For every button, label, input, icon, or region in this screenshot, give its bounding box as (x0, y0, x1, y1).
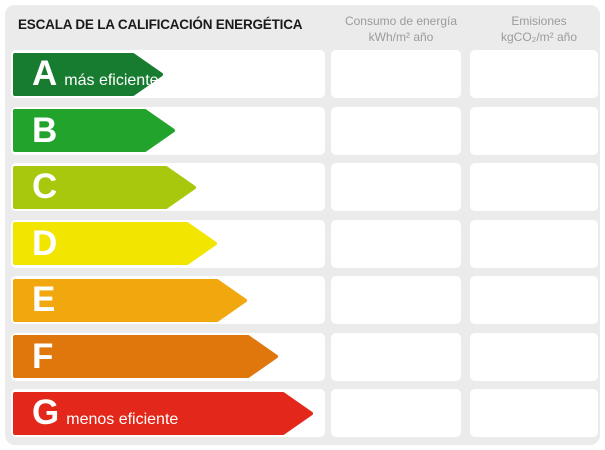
rating-letter: A (32, 54, 58, 93)
column-header-consumo: Consumo de energía kWh/m² año (331, 13, 471, 45)
emisiones-value-box-c (470, 163, 598, 211)
consumo-value-box-c (331, 163, 461, 211)
rating-note: menos eficiente (66, 411, 179, 428)
rating-label: D (32, 221, 64, 267)
rating-arrow-icon-d (13, 222, 217, 265)
emisiones-value-box-e (470, 276, 598, 324)
rating-row-e: E (11, 276, 598, 324)
consumo-value-box-e (331, 276, 461, 324)
rating-label: F (32, 334, 60, 380)
consumo-value-box-f (331, 332, 461, 381)
column-header-emisiones-line1: Emisiones (511, 14, 567, 28)
rating-arrow-icon-f (13, 335, 278, 378)
rating-arrow-icon-b (13, 109, 175, 152)
rating-letter: B (32, 110, 58, 150)
energy-rating-panel: ESCALA DE LA CALIFICACIÓN ENERGÉTICA Con… (5, 5, 600, 445)
consumo-value-box-d (331, 219, 461, 268)
column-header-emisiones: Emisiones kgCO₂/m² año (469, 13, 605, 45)
emisiones-value-box-b (470, 106, 598, 155)
rating-note: más eficiente (64, 72, 159, 89)
rating-letter: D (32, 223, 58, 263)
rating-row-f: F (11, 332, 598, 381)
emisiones-value-box-f (470, 332, 598, 381)
emisiones-value-box-g (470, 389, 598, 437)
rating-arrow-icon-e (13, 278, 247, 322)
page-title: ESCALA DE LA CALIFICACIÓN ENERGÉTICA (18, 17, 303, 32)
column-header-consumo-line1: Consumo de energía (344, 14, 458, 28)
rating-letter: E (32, 280, 56, 319)
rating-label: C (32, 164, 64, 210)
emisiones-value-box-a (470, 50, 598, 98)
rating-row-c: C (11, 163, 598, 211)
rating-scale-cell: F (11, 332, 325, 381)
rating-letter: G (32, 393, 60, 432)
rating-scale-cell: D (11, 219, 325, 268)
column-header-consumo-line2: kWh/m² año (368, 30, 434, 44)
consumo-value-box-g (331, 389, 461, 437)
rating-arrow-icon-c (13, 165, 196, 209)
column-header-emisiones-line2: kgCO₂/m² año (500, 30, 577, 44)
rating-letter: C (32, 167, 58, 206)
emisiones-value-box-d (470, 219, 598, 268)
rating-label: B (32, 108, 64, 154)
rating-scale-cell: B (11, 106, 325, 155)
rating-scale-cell: E (11, 276, 325, 324)
rating-row-d: D (11, 219, 598, 268)
rating-row-b: B (11, 106, 598, 155)
consumo-value-box-a (331, 50, 461, 98)
rating-arrow-icon-g (13, 391, 313, 435)
rating-label: E (32, 277, 62, 323)
consumo-value-box-b (331, 106, 461, 155)
rating-arrow-icon-a (13, 52, 163, 96)
rating-letter: F (32, 336, 54, 376)
rating-scale-cell: C (11, 163, 325, 211)
